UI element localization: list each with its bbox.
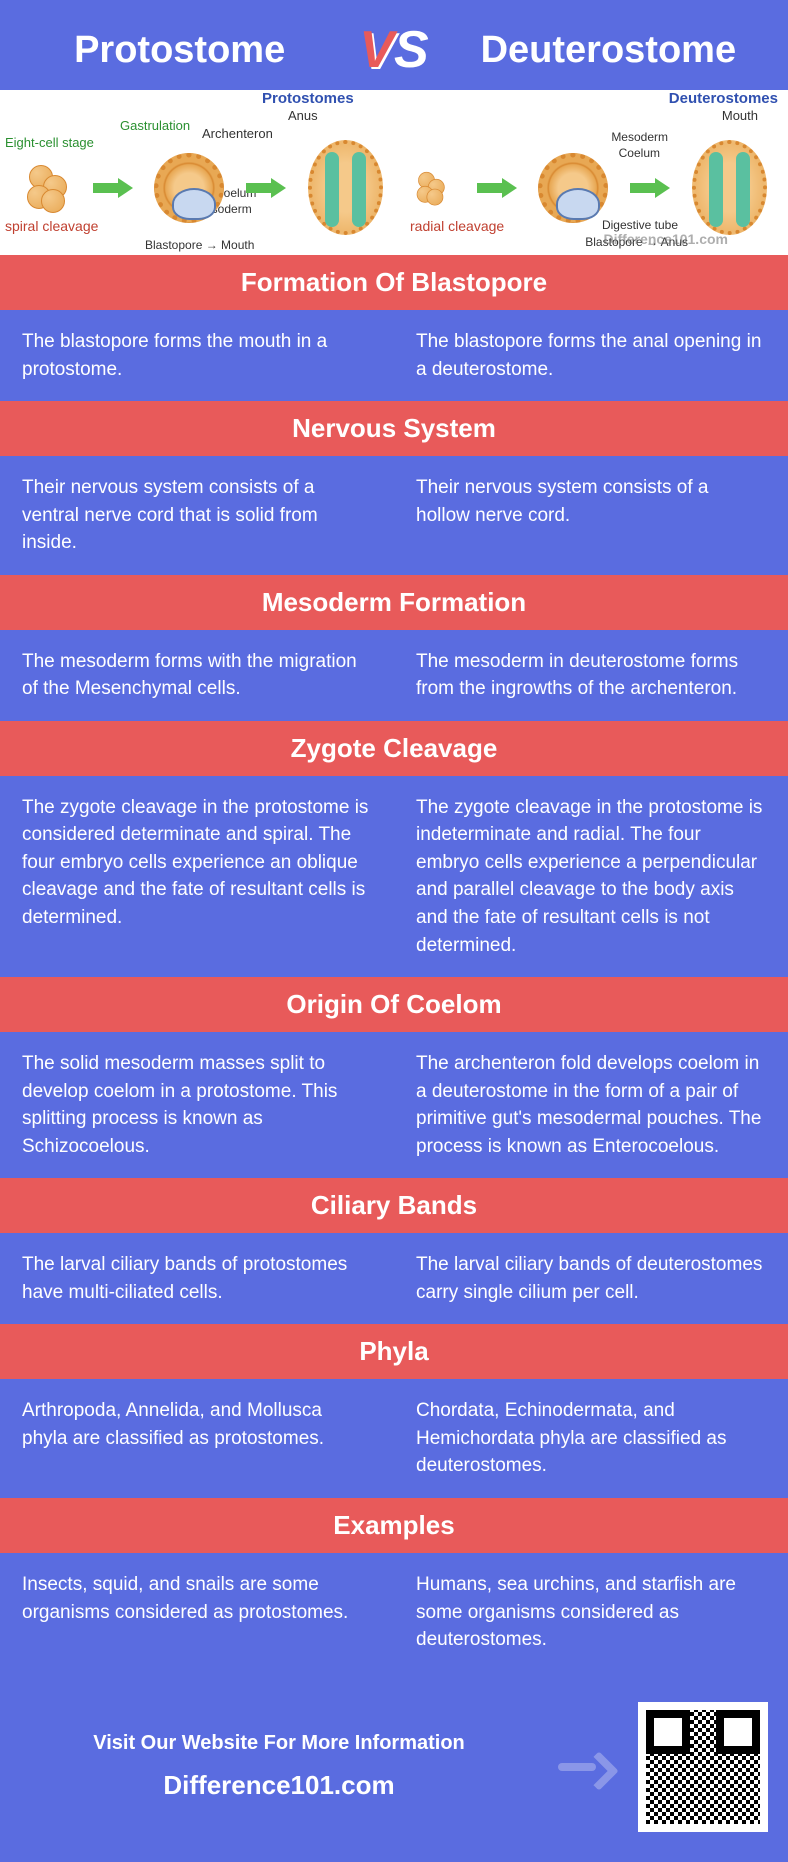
protostome-cell: The mesoderm forms with the migration of… — [0, 630, 394, 721]
arrow-icon — [93, 178, 133, 198]
arrow-icon — [630, 178, 670, 198]
embryo-diagram: Protostomes Deuterostomes Eight-cell sta… — [0, 90, 788, 255]
footer-cta: Visit Our Website For More Information — [20, 1732, 538, 1755]
label-mouth: Mouth — [722, 108, 758, 123]
eight-cell-icon-2 — [412, 170, 447, 205]
section-body: The mesoderm forms with the migration of… — [0, 630, 788, 721]
protostome-cell: Arthropoda, Annelida, and Mollusca phyla… — [0, 1379, 394, 1498]
section-body: The solid mesoderm masses split to devel… — [0, 1032, 788, 1178]
deuterostome-cell: Humans, sea urchins, and starfish are so… — [394, 1553, 788, 1672]
label-gastrulation: Gastrulation — [120, 118, 190, 133]
section-header: Origin Of Coelom — [0, 977, 788, 1032]
section-header: Nervous System — [0, 401, 788, 456]
footer-site: Difference101.com — [20, 1770, 538, 1801]
section-header: Zygote Cleavage — [0, 721, 788, 776]
vs-label: VS — [359, 20, 428, 80]
title-right: Deuterostome — [429, 29, 788, 72]
protostome-cell: Their nervous system consists of a ventr… — [0, 456, 394, 575]
protostome-cell: The solid mesoderm masses split to devel… — [0, 1032, 394, 1178]
arrow-icon — [477, 178, 517, 198]
deuterostome-cell: The archenteron fold develops coelom in … — [394, 1032, 788, 1178]
label-digestive-tube: Digestive tube — [602, 218, 678, 232]
label-spiral-cleavage: spiral cleavage — [5, 218, 98, 234]
protostome-cell: The blastopore forms the mouth in a prot… — [0, 310, 394, 401]
page-header: Protostome VS Deuterostome — [0, 0, 788, 90]
comparison-sections: Formation Of BlastoporeThe blastopore fo… — [0, 255, 788, 1672]
section-header: Mesoderm Formation — [0, 575, 788, 630]
arrow-icon — [246, 178, 286, 198]
protostome-cell: The zygote cleavage in the protostome is… — [0, 776, 394, 977]
footer-text: Visit Our Website For More Information D… — [20, 1732, 538, 1801]
gastrula-icon — [154, 153, 224, 223]
arrow-right-icon — [558, 1747, 618, 1787]
qr-code[interactable] — [638, 1702, 768, 1832]
label-radial-cleavage: radial cleavage — [410, 218, 504, 234]
section-header: Examples — [0, 1498, 788, 1553]
protostome-cell: The larval ciliary bands of protostomes … — [0, 1233, 394, 1324]
embryo-deuterostome-icon — [692, 140, 767, 235]
watermark: Difference101.com — [603, 231, 728, 247]
title-left: Protostome — [0, 29, 359, 72]
page-footer: Visit Our Website For More Information D… — [0, 1672, 788, 1862]
deuterostome-cell: The zygote cleavage in the protostome is… — [394, 776, 788, 977]
label-mesoderm-2: Mesoderm — [611, 130, 668, 144]
label-coelum-2: Coelum — [619, 146, 660, 160]
label-blastopore-mouth: Blastopore → Mouth — [145, 238, 254, 252]
section-body: Insects, squid, and snails are some orga… — [0, 1553, 788, 1672]
deuterostome-cell: Their nervous system consists of a hollo… — [394, 456, 788, 575]
section-body: Their nervous system consists of a ventr… — [0, 456, 788, 575]
gastrula-icon-2 — [538, 153, 608, 223]
protostome-cell: Insects, squid, and snails are some orga… — [0, 1553, 394, 1672]
section-header: Ciliary Bands — [0, 1178, 788, 1233]
deuterostome-cell: The blastopore forms the anal opening in… — [394, 310, 788, 401]
deuterostome-diagram-title: Deuterostomes — [669, 90, 778, 107]
deuterostome-cell: The mesoderm in deuterostome forms from … — [394, 630, 788, 721]
section-header: Formation Of Blastopore — [0, 255, 788, 310]
section-body: The blastopore forms the mouth in a prot… — [0, 310, 788, 401]
label-anus: Anus — [288, 108, 318, 123]
section-body: The larval ciliary bands of protostomes … — [0, 1233, 788, 1324]
embryo-protostome-icon — [308, 140, 383, 235]
eight-cell-icon — [21, 163, 71, 213]
deuterostome-cell: The larval ciliary bands of deuterostome… — [394, 1233, 788, 1324]
label-archenteron: Archenteron — [202, 126, 273, 141]
section-body: Arthropoda, Annelida, and Mollusca phyla… — [0, 1379, 788, 1498]
label-eight-cell: Eight-cell stage — [5, 135, 94, 150]
deuterostome-cell: Chordata, Echinodermata, and Hemichordat… — [394, 1379, 788, 1498]
protostome-diagram-title: Protostomes — [262, 90, 354, 107]
section-header: Phyla — [0, 1324, 788, 1379]
section-body: The zygote cleavage in the protostome is… — [0, 776, 788, 977]
